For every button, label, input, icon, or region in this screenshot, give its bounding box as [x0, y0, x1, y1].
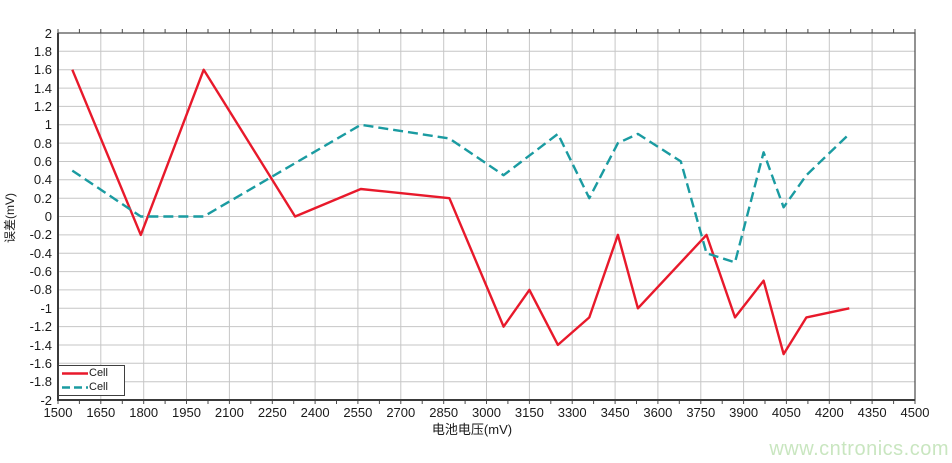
- x-tick-label: 3600: [643, 405, 673, 420]
- legend-label: Cell: [89, 367, 108, 379]
- x-tick-label: 4050: [771, 405, 801, 420]
- y-tick-label: -1: [40, 300, 52, 316]
- y-tick-label: -1.2: [29, 319, 52, 335]
- y-tick-label: -1.4: [29, 337, 52, 353]
- x-tick-label: 1800: [129, 405, 159, 420]
- y-tick-label: 1.4: [33, 80, 52, 96]
- y-tick-label: 0.6: [33, 154, 52, 169]
- series-line-1-cell: [71, 123, 851, 264]
- legend-item-0: Cell: [62, 367, 124, 380]
- legend-line-swatch: [62, 386, 88, 389]
- y-tick-label: -0.6: [29, 264, 52, 280]
- x-tick-label: 3750: [686, 405, 716, 420]
- x-tick-label: 1950: [172, 405, 201, 420]
- y-axis-title: 误差(mV): [3, 193, 17, 243]
- legend: Cell Cell: [58, 365, 125, 396]
- legend-item-1: Cell: [62, 381, 124, 394]
- y-tick-label: 1.8: [33, 43, 52, 59]
- y-tick-label: -2: [40, 392, 52, 408]
- series-line-0-cell: [71, 68, 850, 356]
- x-tick-label: 2400: [300, 405, 330, 420]
- y-tick-label: -0.2: [29, 227, 52, 243]
- x-tick-label: 3450: [600, 405, 630, 420]
- y-tick-label: 0: [44, 209, 52, 224]
- y-tick-label: 0.2: [33, 190, 52, 206]
- y-tick-label: 1.2: [33, 98, 52, 114]
- x-tick-label: 1650: [86, 405, 116, 420]
- y-tick-label: 0.8: [33, 135, 52, 151]
- y-tick-label: 2: [44, 25, 52, 41]
- y-tick-label: -0.8: [29, 282, 52, 298]
- y-tick-label: 1: [44, 117, 52, 133]
- y-tick-label: 0.4: [33, 172, 52, 188]
- y-tick-label: -0.4: [29, 245, 52, 261]
- x-tick-label: 4500: [900, 405, 930, 420]
- x-tick-label: 4200: [814, 405, 844, 420]
- y-tick-label: -1.6: [29, 355, 52, 371]
- watermark: www.cntronics.com: [769, 438, 949, 460]
- y-tick-label: 1.6: [33, 62, 52, 78]
- x-tick-label: 2700: [386, 405, 416, 420]
- x-tick-label: 2550: [343, 405, 373, 420]
- x-tick-label: 2250: [257, 405, 287, 420]
- x-tick-label: 2100: [214, 405, 244, 420]
- x-tick-label: 3300: [557, 405, 587, 420]
- x-tick-label: 3000: [472, 405, 501, 420]
- x-tick-label: 3900: [729, 405, 759, 420]
- x-tick-label: 2850: [429, 405, 459, 420]
- y-tick-label: -1.8: [29, 374, 52, 390]
- legend-line-swatch: [62, 372, 88, 375]
- x-tick-label: 3150: [514, 405, 544, 420]
- x-tick-label: 4350: [857, 405, 887, 420]
- x-axis-title: 电池电压(mV): [431, 422, 513, 437]
- legend-label: Cell: [89, 381, 108, 393]
- x-tick-label: 1500: [43, 405, 73, 420]
